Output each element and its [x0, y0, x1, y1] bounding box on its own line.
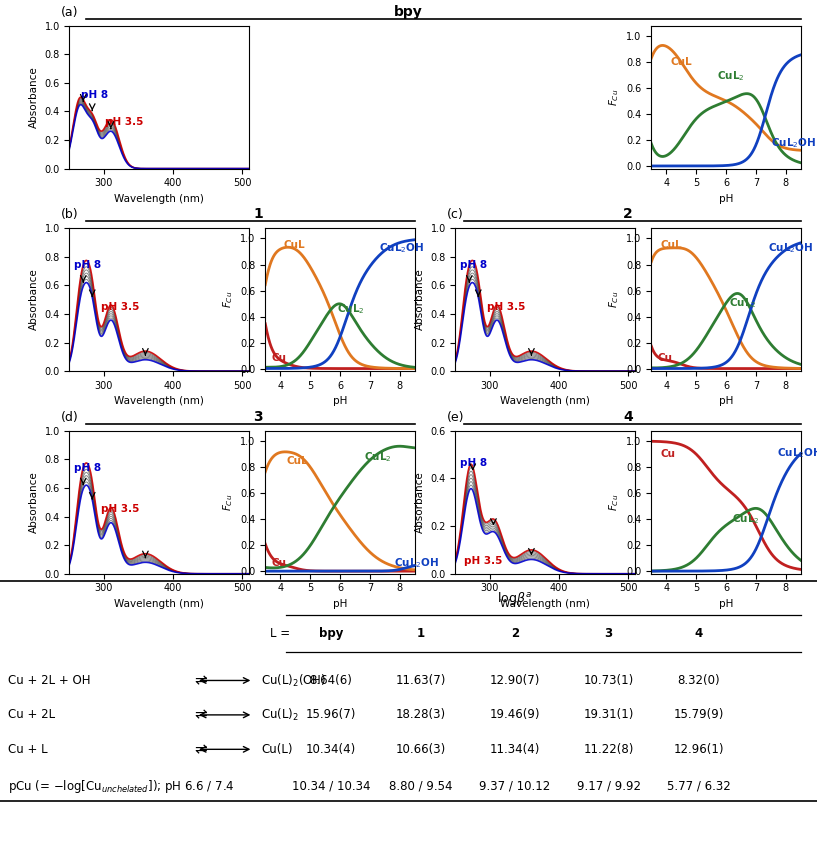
Text: CuL$_2$: CuL$_2$ — [364, 450, 391, 464]
Text: Cu + 2L + OH: Cu + 2L + OH — [8, 674, 91, 687]
Text: CuL$_2$OH: CuL$_2$OH — [777, 447, 817, 461]
Text: $\rightleftharpoons$: $\rightleftharpoons$ — [192, 673, 208, 688]
Text: 8.80 / 9.54: 8.80 / 9.54 — [389, 779, 453, 792]
Text: 4: 4 — [623, 410, 633, 424]
Text: 8.32(0): 8.32(0) — [677, 674, 720, 687]
Text: 4: 4 — [694, 627, 703, 640]
Text: pH 8: pH 8 — [460, 458, 488, 468]
X-axis label: pH: pH — [719, 599, 733, 609]
Text: 19.31(1): 19.31(1) — [583, 708, 634, 722]
Y-axis label: $F_{Cu}$: $F_{Cu}$ — [607, 291, 621, 309]
Text: CuL$_2$OH: CuL$_2$OH — [768, 241, 813, 255]
Text: 18.28(3): 18.28(3) — [395, 708, 446, 722]
Text: 9.37 / 10.12: 9.37 / 10.12 — [479, 779, 551, 792]
Text: 3: 3 — [605, 627, 613, 640]
Text: (d): (d) — [61, 411, 79, 424]
Text: Cu(L)$_2$: Cu(L)$_2$ — [261, 707, 299, 723]
Text: pH 8: pH 8 — [81, 90, 109, 100]
Text: (c): (c) — [448, 208, 464, 221]
Text: CuL$_2$: CuL$_2$ — [337, 303, 364, 316]
Text: 1: 1 — [253, 207, 263, 221]
X-axis label: Wavelength (nm): Wavelength (nm) — [500, 396, 590, 406]
Text: CuL$_2$OH: CuL$_2$OH — [379, 241, 424, 255]
Text: Cu + 2L: Cu + 2L — [8, 708, 56, 722]
Text: CuL$_2$: CuL$_2$ — [717, 69, 744, 82]
X-axis label: Wavelength (nm): Wavelength (nm) — [114, 599, 204, 609]
Text: CuL$_2$OH: CuL$_2$OH — [394, 556, 439, 570]
Text: 2: 2 — [511, 627, 519, 640]
Y-axis label: Absorbance: Absorbance — [29, 66, 38, 128]
Text: Cu: Cu — [658, 353, 672, 363]
Text: Cu + L: Cu + L — [8, 743, 48, 756]
Text: 10.34(4): 10.34(4) — [306, 743, 356, 756]
Text: pH 8: pH 8 — [74, 260, 101, 270]
Y-axis label: Absorbance: Absorbance — [415, 269, 425, 331]
Text: Cu(L)$_2$(OH): Cu(L)$_2$(OH) — [261, 672, 327, 688]
Text: log$\beta^a$: log$\beta^a$ — [498, 591, 532, 608]
Text: CuL$_2$: CuL$_2$ — [732, 512, 760, 525]
Text: pH 3.5: pH 3.5 — [105, 117, 144, 127]
X-axis label: Wavelength (nm): Wavelength (nm) — [500, 599, 590, 609]
Text: pH 8: pH 8 — [460, 260, 488, 270]
Text: 1: 1 — [417, 627, 425, 640]
Text: 11.63(7): 11.63(7) — [395, 674, 446, 687]
Text: 12.90(7): 12.90(7) — [489, 674, 540, 687]
Text: pH 3.5: pH 3.5 — [100, 504, 139, 514]
Text: 8.64(6): 8.64(6) — [310, 674, 352, 687]
Text: pCu (= $-$log[Cu$_{unchelated}$]); pH 6.6 / 7.4: pCu (= $-$log[Cu$_{unchelated}$]); pH 6.… — [8, 778, 234, 795]
Text: Cu: Cu — [271, 558, 286, 568]
Text: CuL: CuL — [286, 456, 308, 467]
Text: pH 8: pH 8 — [74, 462, 101, 473]
Text: Cu: Cu — [271, 353, 286, 363]
X-axis label: pH: pH — [333, 396, 347, 406]
Text: bpy: bpy — [394, 5, 423, 19]
X-axis label: pH: pH — [333, 599, 347, 609]
Text: 9.17 / 9.92: 9.17 / 9.92 — [577, 779, 641, 792]
Text: (b): (b) — [61, 208, 79, 221]
Text: Cu: Cu — [660, 449, 676, 459]
Y-axis label: $F_{Cu}$: $F_{Cu}$ — [221, 291, 234, 309]
Text: CuL: CuL — [660, 240, 682, 250]
Text: 3: 3 — [253, 410, 263, 424]
Text: CuL$_2$OH: CuL$_2$OH — [770, 137, 816, 150]
Y-axis label: Absorbance: Absorbance — [29, 269, 38, 331]
Text: 11.34(4): 11.34(4) — [489, 743, 540, 756]
Text: Cu(L): Cu(L) — [261, 743, 293, 756]
Y-axis label: $F_{Cu}$: $F_{Cu}$ — [607, 494, 621, 511]
Text: CuL: CuL — [283, 240, 305, 250]
Text: 10.66(3): 10.66(3) — [395, 743, 446, 756]
Y-axis label: $F_{Cu}$: $F_{Cu}$ — [221, 494, 234, 511]
Text: 10.73(1): 10.73(1) — [583, 674, 634, 687]
Text: pH 3.5: pH 3.5 — [487, 302, 525, 312]
Y-axis label: Absorbance: Absorbance — [29, 472, 38, 533]
Y-axis label: $F_{Cu}$: $F_{Cu}$ — [607, 88, 621, 105]
Text: $\rightleftharpoons$: $\rightleftharpoons$ — [192, 742, 208, 756]
Y-axis label: Absorbance: Absorbance — [415, 472, 425, 533]
Text: L =: L = — [270, 627, 290, 640]
Text: 2: 2 — [623, 207, 633, 221]
Text: pH 3.5: pH 3.5 — [464, 556, 502, 566]
Text: 12.96(1): 12.96(1) — [673, 743, 724, 756]
X-axis label: pH: pH — [719, 396, 733, 406]
Text: 15.96(7): 15.96(7) — [306, 708, 356, 722]
X-axis label: Wavelength (nm): Wavelength (nm) — [114, 396, 204, 406]
Text: 15.79(9): 15.79(9) — [673, 708, 724, 722]
Text: bpy: bpy — [319, 627, 343, 640]
X-axis label: pH: pH — [719, 194, 733, 204]
Text: (e): (e) — [448, 411, 465, 424]
Text: CuL: CuL — [671, 56, 692, 66]
Text: 10.34 / 10.34: 10.34 / 10.34 — [292, 779, 370, 792]
Text: (a): (a) — [61, 6, 78, 19]
Text: 19.46(9): 19.46(9) — [489, 708, 540, 722]
Text: $\rightleftharpoons$: $\rightleftharpoons$ — [192, 707, 208, 722]
Text: 11.22(8): 11.22(8) — [583, 743, 634, 756]
Text: 5.77 / 6.32: 5.77 / 6.32 — [667, 779, 730, 792]
Text: pH 3.5: pH 3.5 — [100, 302, 139, 312]
X-axis label: Wavelength (nm): Wavelength (nm) — [114, 194, 204, 204]
Text: CuL$_2$: CuL$_2$ — [729, 296, 757, 310]
